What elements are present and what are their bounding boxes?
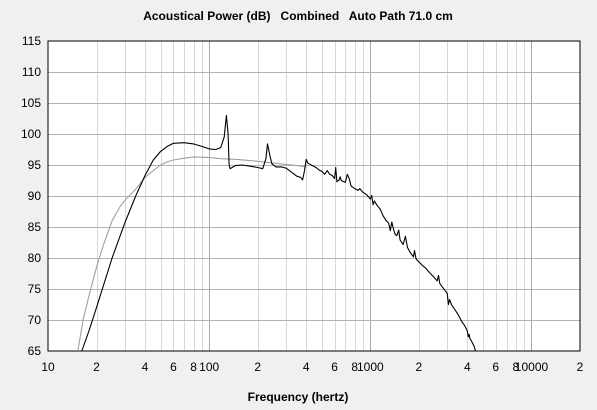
x-tick-label: 2	[254, 360, 261, 374]
series-line-black	[81, 114, 477, 352]
y-tick-label: 105	[21, 96, 41, 110]
x-tick-label: 8	[190, 360, 197, 374]
series-line-gray	[77, 156, 307, 352]
y-tick-label: 65	[28, 344, 42, 358]
y-tick-label: 100	[21, 127, 41, 141]
x-tick-label: 4	[303, 360, 310, 374]
series-layer	[77, 114, 477, 352]
y-tick-label: 70	[28, 313, 42, 327]
x-tick-label: 6	[492, 360, 499, 374]
y-tick-label: 85	[28, 220, 42, 234]
y-tick-label: 80	[28, 251, 42, 265]
x-tick-label: 4	[464, 360, 471, 374]
x-tick-label: 10	[41, 360, 55, 374]
x-tick-label: 8	[351, 360, 358, 374]
x-tick-label: 2	[415, 360, 422, 374]
chart-title: Acoustical Power (dB) Combined Auto Path…	[143, 9, 453, 23]
x-tick-label: 1000	[357, 360, 384, 374]
x-tick-label: 2	[577, 360, 584, 374]
x-tick-label: 10000	[515, 360, 549, 374]
x-tick-label: 4	[142, 360, 149, 374]
y-tick-label: 115	[22, 34, 41, 48]
y-tick-label: 90	[28, 189, 42, 203]
y-tick-label: 75	[28, 282, 42, 296]
x-tick-label: 2	[93, 360, 100, 374]
x-tick-label: 8	[513, 360, 520, 374]
x-axis-label: Frequency (hertz)	[248, 390, 349, 404]
y-tick-label: 110	[22, 65, 41, 79]
plot-frame	[47, 40, 581, 352]
x-tick-label: 6	[331, 360, 338, 374]
x-tick-label: 6	[170, 360, 177, 374]
x-tick-label: 100	[199, 360, 219, 374]
y-tick-label: 95	[28, 158, 42, 172]
